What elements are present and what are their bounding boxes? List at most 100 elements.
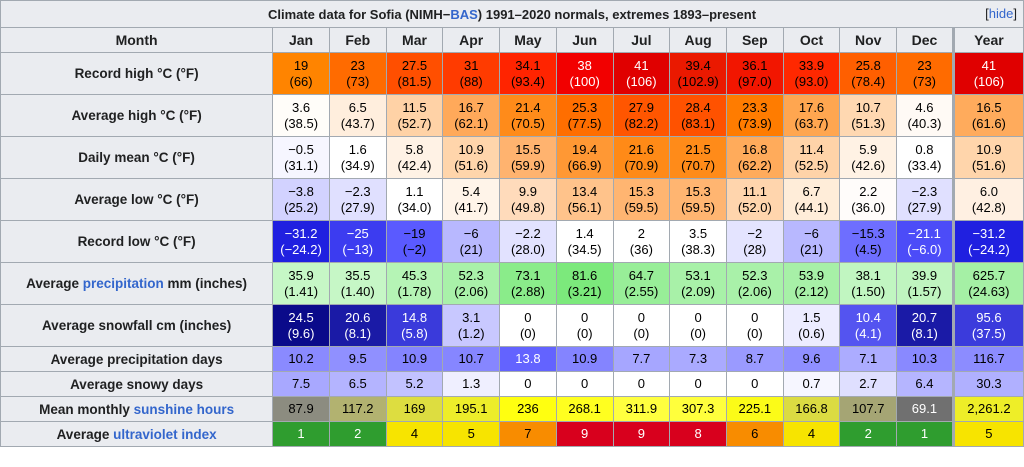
month-cell: −2.3 (27.9) xyxy=(896,178,954,221)
row-label-text: Average high °C (°F) xyxy=(71,108,202,123)
cell-secondary-value: (52.5) xyxy=(794,157,829,173)
row-label-text: Average low °C (°F) xyxy=(74,192,199,207)
row-label: Average ultraviolet index xyxy=(0,421,274,447)
month-cell: 16.7 (62.1) xyxy=(442,94,501,137)
month-cell: 1 xyxy=(896,421,954,447)
hide-link-label[interactable]: hide xyxy=(988,6,1014,21)
cell-secondary-value: (24.63) xyxy=(968,283,1010,299)
cell-value: 0 xyxy=(694,376,702,391)
cell-value: 7.3 xyxy=(689,351,708,366)
cell-value: 2 xyxy=(354,426,362,441)
cell-value: 1.6 xyxy=(348,141,367,157)
month-cell: 1 xyxy=(272,421,330,447)
month-cell: 35.5 (1.40) xyxy=(328,262,387,305)
row-label: Average precipitation mm (inches) xyxy=(0,262,274,305)
cell-value: 10.9 xyxy=(571,351,598,366)
month-cell: 64.7 (2.55) xyxy=(612,262,671,305)
cell-secondary-value: (66) xyxy=(289,73,313,89)
table-caption: Climate data for Sofia (NIMH−BAS) 1991–2… xyxy=(0,0,1024,28)
cell-value: 31 xyxy=(463,57,479,73)
month-cell: 81.6 (3.21) xyxy=(555,262,614,305)
cell-value: 225.1 xyxy=(738,401,772,416)
table-row: Average precipitation mm (inches) 35.9 (1.… xyxy=(0,262,1024,305)
year-cell: 41 (106) xyxy=(951,52,1024,95)
month-header-3: Apr xyxy=(442,27,501,53)
month-header-6: Jul xyxy=(612,27,671,53)
cell-secondary-value: (31.1) xyxy=(284,157,319,173)
month-cell: 166.8 xyxy=(782,396,841,422)
cell-value: 9 xyxy=(637,426,645,441)
cell-value: −2.2 xyxy=(515,225,541,241)
row-label: Average precipitation days xyxy=(0,346,274,372)
cell-secondary-value: (21) xyxy=(459,241,483,257)
table-row: Average snowfall cm (inches) 24.5 (9.6) 20.… xyxy=(0,304,1024,347)
month-cell: 27.5 (81.5) xyxy=(385,52,444,95)
cell-secondary-value: (100) xyxy=(569,73,600,89)
row-label-link[interactable]: sunshine hours xyxy=(133,401,235,417)
cell-secondary-value: (42.4) xyxy=(397,157,432,173)
month-cell: 11.4 (52.5) xyxy=(782,136,841,179)
cell-secondary-value: (2.12) xyxy=(794,283,829,299)
cell-value: 73.1 xyxy=(515,267,541,283)
cell-secondary-value: (83.1) xyxy=(681,115,716,131)
cell-secondary-value: (40.3) xyxy=(907,115,942,131)
row-label-link[interactable]: ultraviolet index xyxy=(113,426,217,442)
cell-value: 236 xyxy=(517,401,539,416)
cell-value: 10.7 xyxy=(855,99,881,115)
month-cell: 23 (73) xyxy=(896,52,954,95)
cell-secondary-value: (34.9) xyxy=(340,157,375,173)
month-cell: 10.9 (51.6) xyxy=(442,136,501,179)
month-cell: 19 (66) xyxy=(272,52,330,95)
cell-secondary-value: (0) xyxy=(746,325,763,341)
cell-value: 307.3 xyxy=(681,401,715,416)
year-cell: 6.0 (42.8) xyxy=(951,178,1024,221)
header-row: Month Jan Feb Mar Apr May Jun Jul Aug Sep Oct Nov D… xyxy=(0,27,1024,53)
cell-value: 30.3 xyxy=(976,376,1002,391)
cell-value: 5.9 xyxy=(859,141,878,157)
month-cell: 2 xyxy=(839,421,898,447)
month-cell: 225.1 xyxy=(725,396,784,422)
cell-value: 81.6 xyxy=(571,267,598,283)
row-label-text: Record low °C (°F) xyxy=(77,234,196,249)
cell-secondary-value: (−6.0) xyxy=(907,241,942,257)
cell-value: 3.5 xyxy=(689,225,708,241)
month-cell: 1.5 (0.6) xyxy=(782,304,841,347)
cell-secondary-value: (42.8) xyxy=(971,199,1006,215)
cell-value: 10.7 xyxy=(458,351,484,366)
cell-value: 6.0 xyxy=(979,183,998,199)
cell-value: 4 xyxy=(807,426,816,441)
month-cell: 1.1 (34.0) xyxy=(385,178,444,221)
month-cell: 10.9 xyxy=(385,346,444,372)
cell-value: 6.7 xyxy=(802,183,821,199)
cell-value: 11.1 xyxy=(742,183,767,199)
month-cell: 6.5 xyxy=(328,371,387,397)
month-cell: 6.4 xyxy=(896,371,954,397)
month-cell: 52.3 (2.06) xyxy=(725,262,784,305)
cell-value: −3.8 xyxy=(288,183,314,199)
cell-value: 1 xyxy=(920,426,929,441)
cell-secondary-value: (1.2) xyxy=(457,325,485,341)
month-cell: 15.3 (59.5) xyxy=(669,178,727,221)
month-cell: 5.2 xyxy=(385,371,444,397)
month-cell: 34.1 (93.4) xyxy=(499,52,557,95)
month-cell: 45.3 (1.78) xyxy=(385,262,444,305)
cell-secondary-value: (36) xyxy=(629,241,653,257)
hide-toggle[interactable]: [hide] xyxy=(985,6,1017,21)
row-label-link[interactable]: precipitation xyxy=(82,276,164,291)
month-cell: 6.7 (44.1) xyxy=(782,178,841,221)
month-header-8: Sep xyxy=(725,27,784,53)
cell-value: −2.3 xyxy=(344,183,371,199)
bas-link[interactable]: BAS xyxy=(450,6,478,22)
cell-value: −31.2 xyxy=(284,225,318,241)
cell-value: 38.1 xyxy=(855,267,881,283)
month-cell: 9.5 xyxy=(328,346,387,372)
cell-value: 6.4 xyxy=(915,376,934,391)
cell-value: 0 xyxy=(524,309,532,325)
cell-secondary-value: (37.5) xyxy=(971,325,1006,341)
cell-secondary-value: (77.5) xyxy=(567,115,602,131)
row-label: Mean monthly sunshine hours xyxy=(0,396,274,422)
cell-value: 166.8 xyxy=(795,401,828,416)
month-cell: 195.1 xyxy=(442,396,501,422)
month-cell: 7.7 xyxy=(612,346,671,372)
cell-secondary-value: (−2) xyxy=(402,241,427,257)
